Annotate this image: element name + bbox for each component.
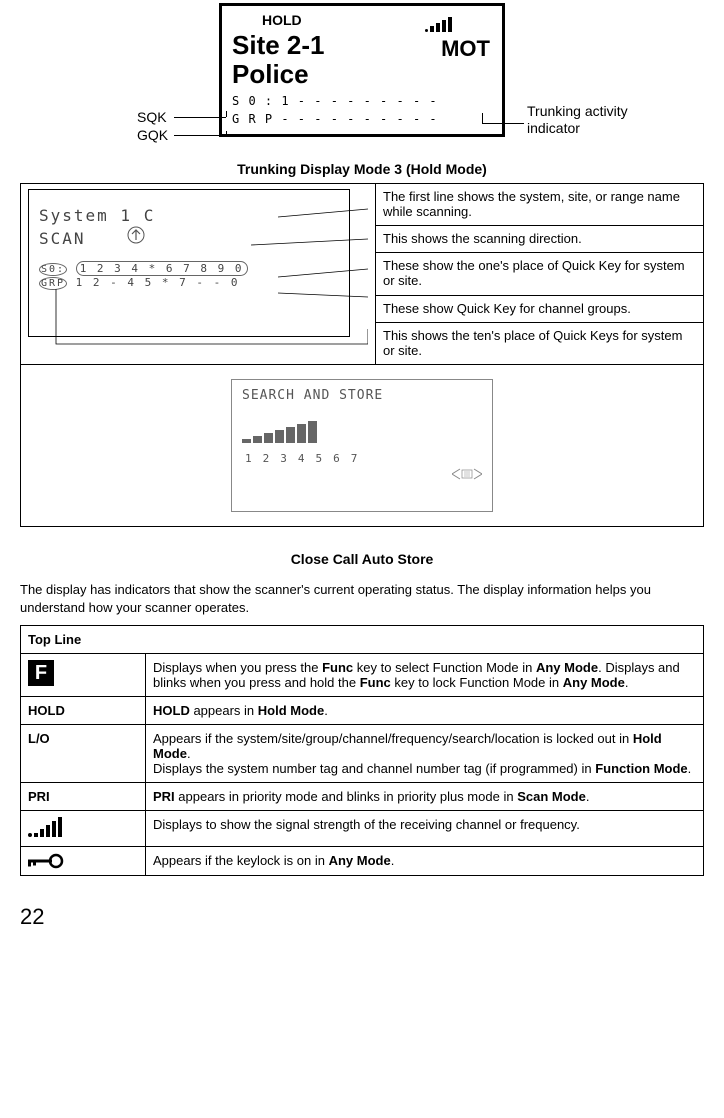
sqk-tick <box>226 111 227 117</box>
top-lcd-diagram: HOLD Site 2-1 MOT Police S 0 : 1 - - - -… <box>82 3 642 137</box>
desc-row-4: This shows the ten's place of Quick Keys… <box>376 322 704 364</box>
trunking-line <box>482 123 524 124</box>
keyboard-icon <box>242 467 482 484</box>
gqk-callout: GQK <box>137 127 168 143</box>
table-row: L/OAppears if the system/site/group/chan… <box>21 725 704 783</box>
gqk-line <box>174 135 226 136</box>
lcd-s-line: S 0 : 1 - - - - - - - - - <box>232 94 492 108</box>
lcd-mot-text: MOT <box>441 36 490 62</box>
desc-row-2: These show the one's place of Quick Key … <box>376 253 704 295</box>
search-store-nums: 1234567 <box>245 452 482 465</box>
indicator-icon-cell: F <box>21 654 146 697</box>
table-row: F Displays when you press the Func key to… <box>21 654 704 697</box>
lcd-hold-label: HOLD <box>262 12 492 28</box>
table-row: Displays to show the signal strength of … <box>21 811 704 847</box>
small-lcd: System 1 C SCAN S0: S0: 1 2 3 4 * 6 7 8 … <box>28 189 350 337</box>
indicator-desc-cell: Displays when you press the Func key to … <box>146 654 704 697</box>
table-row: PRIPRI appears in priority mode and blin… <box>21 783 704 811</box>
small-lcd-s0: S0: S0: 1 2 3 4 * 6 7 8 9 01 2 3 4 * 6 7… <box>39 261 339 276</box>
table-row: Appears if the keylock is on in Any Mode… <box>21 847 704 876</box>
desc-row-1: This shows the scanning direction. <box>376 226 704 253</box>
small-lcd-line2: SCAN <box>39 225 339 249</box>
indicator-table: Top Line F Displays when you press the Fu… <box>20 625 704 876</box>
indicator-desc-cell: Displays to show the signal strength of … <box>146 811 704 847</box>
indicator-desc-cell: Appears if the system/site/group/channel… <box>146 725 704 783</box>
gqk-tick <box>226 131 227 137</box>
desc-row-0: The first line shows the system, site, o… <box>376 184 704 226</box>
section1-title: Trunking Display Mode 3 (Hold Mode) <box>20 161 704 177</box>
func-icon: F <box>28 660 54 686</box>
signal-icon <box>28 817 62 837</box>
up-arrow-icon <box>127 225 145 249</box>
indicator-desc-cell: PRI appears in priority mode and blinks … <box>146 783 704 811</box>
indicator-icon-cell <box>21 847 146 876</box>
desc-row-3: These show Quick Key for channel groups. <box>376 295 704 322</box>
search-store-title: SEARCH AND STORE <box>242 388 482 403</box>
lcd-police-text: Police <box>232 59 492 90</box>
trunking-tick <box>482 113 483 123</box>
scan-text: SCAN <box>39 229 86 248</box>
indicator-icon-cell: PRI <box>21 783 146 811</box>
hold-mode-table: System 1 C SCAN S0: S0: 1 2 3 4 * 6 7 8 … <box>20 183 704 527</box>
small-lcd-grp: GRP 1 2 - 4 5 * 7 - - 0 <box>39 276 339 289</box>
page: HOLD Site 2-1 MOT Police S 0 : 1 - - - -… <box>20 3 704 930</box>
body-text: The display has indicators that show the… <box>20 581 704 617</box>
indicator-icon-cell: HOLD <box>21 697 146 725</box>
search-store-bars <box>242 421 482 450</box>
lcd-g-line: G R P - - - - - - - - - - <box>232 112 492 126</box>
section2-title: Close Call Auto Store <box>20 551 704 567</box>
table-row: HOLDHOLD appears in Hold Mode. <box>21 697 704 725</box>
lcd-main: HOLD Site 2-1 MOT Police S 0 : 1 - - - -… <box>219 3 505 137</box>
sqk-line <box>174 117 226 118</box>
topline-header: Top Line <box>21 626 704 654</box>
keylock-icon <box>28 853 138 869</box>
indicator-desc-cell: HOLD appears in Hold Mode. <box>146 697 704 725</box>
indicator-icon-cell: L/O <box>21 725 146 783</box>
small-lcd-holder: System 1 C SCAN S0: S0: 1 2 3 4 * 6 7 8 … <box>28 189 368 359</box>
signal-bars-icon <box>425 12 452 35</box>
indicator-desc-cell: Appears if the keylock is on in Any Mode… <box>146 847 704 876</box>
sqk-callout: SQK <box>137 109 167 125</box>
trunking-callout: Trunking activity indicator <box>527 103 642 137</box>
page-number: 22 <box>20 904 704 930</box>
search-store-lcd: SEARCH AND STORE 1234567 <box>231 379 493 512</box>
small-lcd-line1: System 1 C <box>39 206 339 225</box>
indicator-icon-cell <box>21 811 146 847</box>
